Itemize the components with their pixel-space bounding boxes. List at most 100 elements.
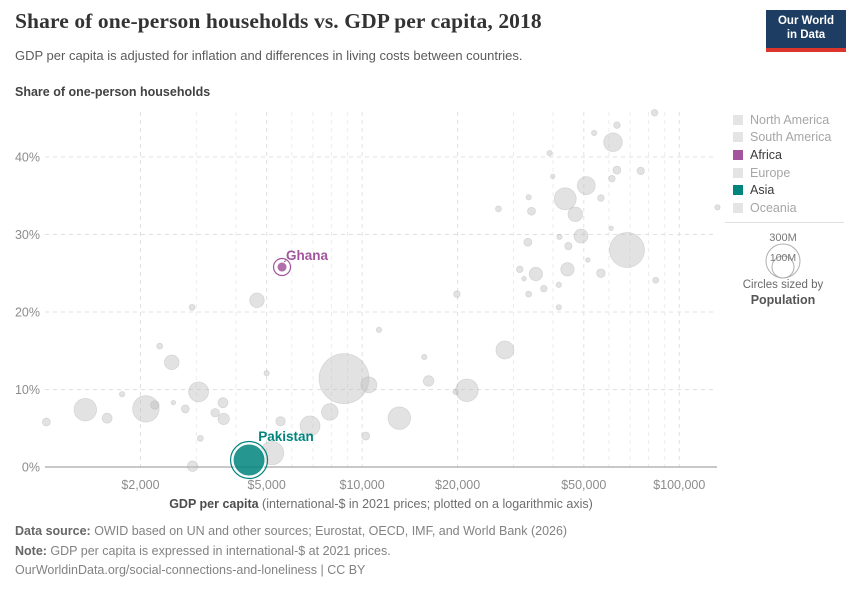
size-legend-caption-bold: Population bbox=[750, 292, 816, 307]
data-point[interactable] bbox=[523, 237, 533, 247]
data-point[interactable] bbox=[421, 353, 428, 361]
citation-link[interactable]: OurWorldinData.org/social-connections-an… bbox=[15, 563, 366, 577]
legend-item-asia[interactable]: Asia bbox=[733, 181, 848, 199]
data-point[interactable] bbox=[170, 399, 177, 406]
data-point[interactable] bbox=[525, 290, 533, 298]
data-point-pakistan[interactable] bbox=[232, 443, 266, 477]
data-point[interactable] bbox=[453, 290, 461, 298]
data-source-line: Data source: OWID based on UN and other … bbox=[15, 522, 567, 542]
data-point[interactable] bbox=[555, 281, 562, 288]
data-point[interactable] bbox=[180, 404, 190, 414]
data-point[interactable] bbox=[573, 228, 589, 244]
size-legend-inner-circle bbox=[771, 255, 795, 279]
data-point[interactable] bbox=[527, 206, 536, 216]
legend-swatch bbox=[733, 185, 743, 196]
data-point[interactable] bbox=[361, 431, 371, 441]
data-point[interactable] bbox=[555, 304, 562, 311]
chart-legend: North America South America Africa Europe As… bbox=[733, 111, 848, 217]
data-point[interactable] bbox=[603, 132, 623, 152]
owid-logo[interactable]: Our World in Data bbox=[766, 10, 846, 52]
data-point[interactable] bbox=[560, 262, 575, 277]
legend-item-europe[interactable]: Europe bbox=[733, 164, 848, 182]
data-point[interactable] bbox=[41, 417, 51, 427]
data-point[interactable] bbox=[550, 173, 556, 180]
data-point[interactable] bbox=[596, 268, 606, 278]
data-point[interactable] bbox=[188, 303, 196, 311]
data-point[interactable] bbox=[263, 370, 270, 377]
x-axis-title: GDP per capita (international-$ in 2021 … bbox=[169, 497, 593, 511]
data-point[interactable] bbox=[150, 400, 160, 410]
data-point[interactable] bbox=[101, 412, 113, 424]
data-point[interactable] bbox=[525, 194, 532, 201]
data-point[interactable] bbox=[521, 275, 527, 282]
data-point[interactable] bbox=[636, 166, 645, 175]
data-point[interactable] bbox=[608, 174, 616, 183]
data-point[interactable] bbox=[495, 205, 502, 213]
data-point[interactable] bbox=[567, 206, 583, 222]
data-point[interactable] bbox=[613, 121, 621, 129]
data-point[interactable] bbox=[422, 375, 435, 387]
data-point[interactable] bbox=[119, 391, 126, 398]
legend-item-north-america[interactable]: North America bbox=[733, 111, 848, 129]
data-point[interactable] bbox=[714, 204, 721, 211]
legend-item-africa[interactable]: Africa bbox=[733, 146, 848, 164]
data-point[interactable] bbox=[528, 266, 543, 282]
size-legend-caption-text: Circles sized by bbox=[742, 279, 824, 291]
x-tick-label: $10,000 bbox=[340, 478, 385, 492]
legend-item-oceania[interactable]: Oceania bbox=[733, 199, 848, 217]
data-point[interactable] bbox=[164, 354, 180, 371]
data-point[interactable] bbox=[132, 395, 160, 423]
data-point[interactable] bbox=[275, 416, 286, 427]
country-label-ghana[interactable]: Ghana bbox=[286, 248, 329, 263]
legend-divider bbox=[725, 222, 844, 223]
data-point[interactable] bbox=[197, 434, 204, 442]
data-point-ghana[interactable] bbox=[276, 261, 288, 273]
data-point[interactable] bbox=[553, 187, 577, 211]
data-point[interactable] bbox=[210, 408, 220, 418]
data-point[interactable] bbox=[652, 276, 660, 284]
size-legend-caption: Circles sized by Population bbox=[723, 278, 843, 307]
data-point[interactable] bbox=[585, 257, 591, 263]
data-point[interactable] bbox=[186, 460, 199, 472]
data-point[interactable] bbox=[597, 194, 605, 202]
legend-item-south-america[interactable]: South America bbox=[733, 129, 848, 147]
size-legend-inner-label: 100M bbox=[770, 252, 796, 264]
data-point[interactable] bbox=[516, 265, 524, 274]
data-point[interactable] bbox=[360, 376, 378, 394]
data-point[interactable] bbox=[546, 150, 553, 157]
data-point[interactable] bbox=[540, 285, 548, 293]
data-point[interactable] bbox=[455, 378, 479, 402]
legend-swatch bbox=[733, 149, 743, 160]
data-point[interactable] bbox=[73, 397, 97, 422]
data-point[interactable] bbox=[387, 406, 411, 430]
legend-label: North America bbox=[750, 112, 830, 127]
data-point[interactable] bbox=[156, 342, 164, 350]
data-point[interactable] bbox=[249, 292, 265, 309]
data-point[interactable] bbox=[217, 397, 229, 409]
data-point[interactable] bbox=[321, 403, 339, 421]
page-title: Share of one-person households vs. GDP p… bbox=[15, 9, 542, 33]
data-point[interactable] bbox=[452, 388, 459, 395]
data-point[interactable] bbox=[217, 412, 230, 426]
x-tick-label: $20,000 bbox=[435, 478, 480, 492]
x-tick-label: $5,000 bbox=[248, 478, 286, 492]
data-point[interactable] bbox=[375, 326, 383, 333]
data-point[interactable] bbox=[576, 176, 596, 196]
x-tick-label: $50,000 bbox=[561, 478, 606, 492]
data-point[interactable] bbox=[609, 232, 645, 268]
legend-label: Asia bbox=[750, 183, 775, 198]
label-leader-line bbox=[283, 260, 287, 263]
data-point[interactable] bbox=[612, 165, 622, 175]
data-point[interactable] bbox=[564, 242, 573, 251]
data-point[interactable] bbox=[495, 340, 515, 360]
y-tick-label: 40% bbox=[15, 150, 40, 164]
data-point[interactable] bbox=[188, 381, 209, 403]
data-point[interactable] bbox=[608, 225, 614, 231]
data-point[interactable] bbox=[299, 415, 321, 437]
legend-swatch bbox=[733, 114, 743, 125]
data-point[interactable] bbox=[318, 353, 370, 405]
legend-label: Oceania bbox=[750, 200, 797, 215]
data-point[interactable] bbox=[556, 233, 563, 240]
data-point[interactable] bbox=[591, 129, 598, 137]
data-point[interactable] bbox=[650, 109, 659, 117]
